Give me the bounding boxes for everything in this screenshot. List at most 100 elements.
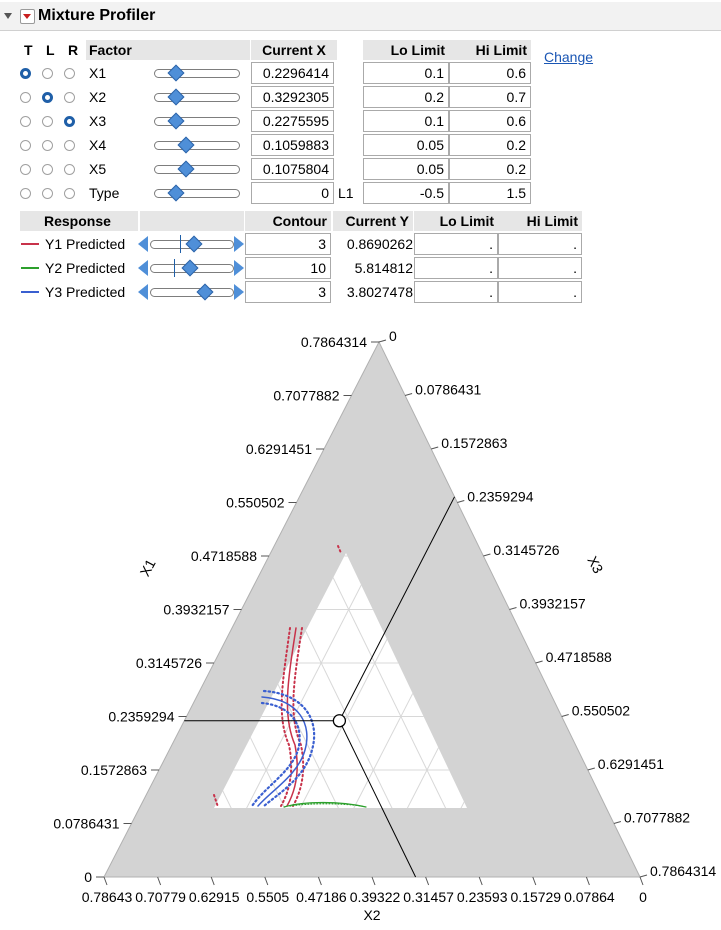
radio-r-type[interactable] <box>64 188 75 199</box>
right-axis-tick <box>509 607 517 610</box>
y3-contour-band <box>250 701 301 808</box>
factor-slider-x1[interactable] <box>154 69 240 78</box>
disclosure-triangle-icon[interactable] <box>4 13 12 19</box>
radio-t-x2[interactable] <box>20 92 31 103</box>
radio-r-x2[interactable] <box>64 92 75 103</box>
bottom-axis-tick <box>103 876 108 886</box>
left-axis-tick-label: 0.4718588 <box>191 548 257 564</box>
radio-r-x1[interactable] <box>64 68 75 79</box>
contour-field[interactable]: 3 <box>245 233 331 255</box>
col-header-contour: Contour <box>245 211 331 231</box>
response-color-swatch <box>21 243 39 245</box>
bottom-axis-tick <box>532 876 537 886</box>
lo-limit-field[interactable]: 0.1 <box>363 110 449 132</box>
radio-l-x3[interactable] <box>42 116 53 127</box>
hi-limit-field[interactable]: 0.2 <box>449 158 531 180</box>
response-name: Y3 Predicted <box>45 284 126 300</box>
bottom-axis-tick-label: 0.70779 <box>135 889 186 905</box>
current-x-field[interactable]: 0 <box>251 182 334 204</box>
factor-slider-x4[interactable] <box>154 141 240 150</box>
radio-t-x5[interactable] <box>20 164 31 175</box>
radio-r-x4[interactable] <box>64 140 75 151</box>
y3-contour <box>257 696 308 807</box>
bottom-axis-tick <box>478 876 483 886</box>
lo-limit-field[interactable]: 0.1 <box>363 62 449 84</box>
right-axis-tick <box>561 714 569 717</box>
profiler-header: Mixture Profiler <box>0 2 721 31</box>
right-axis-tick <box>613 821 622 824</box>
left-axis-tick-label: 0.7077882 <box>273 388 339 404</box>
feasible-region <box>214 553 467 808</box>
decrease-arrow-icon[interactable] <box>138 260 148 276</box>
radio-t-x3[interactable] <box>20 116 31 127</box>
change-link[interactable]: Change <box>544 49 594 65</box>
current-x-field[interactable]: 0.1075804 <box>251 158 334 180</box>
hi-limit-field[interactable]: 0.6 <box>449 110 531 132</box>
increase-arrow-icon[interactable] <box>234 260 244 276</box>
x1-axis-title: X1 <box>137 556 159 579</box>
right-axis-tick-label: 0.7864314 <box>650 863 716 879</box>
current-x-field[interactable]: 0.3292305 <box>251 86 334 108</box>
red-triangle-menu-icon[interactable] <box>20 9 35 24</box>
decrease-arrow-icon[interactable] <box>138 284 148 300</box>
factor-slider-x3[interactable] <box>154 117 240 126</box>
bottom-axis-tick-label: 0.62915 <box>189 889 240 905</box>
radio-t-type[interactable] <box>20 188 31 199</box>
x3-axis-title: X3 <box>584 553 606 576</box>
lo-limit-field[interactable]: 0.05 <box>363 134 449 156</box>
current-x-field[interactable]: 0.2296414 <box>251 62 334 84</box>
response-slider[interactable] <box>150 288 234 297</box>
right-axis-tick-label: 0.3145726 <box>493 542 559 558</box>
bottom-axis-tick <box>425 876 430 886</box>
resp-lo-limit-field[interactable]: . <box>414 233 498 255</box>
hi-limit-field[interactable]: 0.7 <box>449 86 531 108</box>
resp-lo-limit-field[interactable]: . <box>414 257 498 279</box>
factor-name: X5 <box>89 161 107 177</box>
bottom-axis-tick-label: 0.31457 <box>403 889 454 905</box>
col-header-resp-hi-limit: Hi Limit <box>498 211 582 231</box>
col-header-response: Response <box>20 211 138 231</box>
current-x-field[interactable]: 0.2275595 <box>251 110 334 132</box>
left-axis-tick-label: 0.0786431 <box>53 816 119 832</box>
col-header-hi-limit: Hi Limit <box>449 40 531 60</box>
col-header-t: T <box>24 42 33 58</box>
lo-limit-field[interactable]: 0.05 <box>363 158 449 180</box>
factor-slider-x5[interactable] <box>154 165 240 174</box>
radio-r-x5[interactable] <box>64 164 75 175</box>
current-x-field[interactable]: 0.1059883 <box>251 134 334 156</box>
resp-lo-limit-field[interactable]: . <box>414 281 498 303</box>
hi-limit-field[interactable]: 0.2 <box>449 134 531 156</box>
hi-limit-field[interactable]: 0.6 <box>449 62 531 84</box>
radio-t-x1[interactable] <box>20 68 31 79</box>
increase-arrow-icon[interactable] <box>234 236 244 252</box>
contour-field[interactable]: 10 <box>245 257 331 279</box>
radio-l-x4[interactable] <box>42 140 53 151</box>
decrease-arrow-icon[interactable] <box>138 236 148 252</box>
left-axis-tick-label: 0.7864314 <box>301 334 367 350</box>
factor-slider-type[interactable] <box>154 189 240 198</box>
bottom-axis-tick-label: 0.5505 <box>246 889 289 905</box>
increase-arrow-icon[interactable] <box>234 284 244 300</box>
radio-l-x5[interactable] <box>42 164 53 175</box>
radio-t-x4[interactable] <box>20 140 31 151</box>
lo-limit-field[interactable]: -0.5 <box>363 182 449 204</box>
col-header-resp-lo-limit: Lo Limit <box>414 211 498 231</box>
left-axis-tick-label: 0.550502 <box>226 495 285 511</box>
bottom-axis-tick <box>264 876 269 886</box>
resp-hi-limit-field[interactable]: . <box>498 257 582 279</box>
radio-l-x2[interactable] <box>42 92 53 103</box>
resp-hi-limit-field[interactable]: . <box>498 281 582 303</box>
right-axis-tick <box>404 393 413 396</box>
radio-r-x3[interactable] <box>64 116 75 127</box>
current-value-marker <box>174 259 175 277</box>
factor-name: X3 <box>89 113 107 129</box>
contour-field[interactable]: 3 <box>245 281 331 303</box>
hi-limit-field[interactable]: 1.5 <box>449 182 531 204</box>
factor-slider-x2[interactable] <box>154 93 240 102</box>
lo-limit-field[interactable]: 0.2 <box>363 86 449 108</box>
resp-hi-limit-field[interactable]: . <box>498 233 582 255</box>
bottom-axis-tick <box>585 876 590 886</box>
radio-l-type[interactable] <box>42 188 53 199</box>
radio-l-x1[interactable] <box>42 68 53 79</box>
